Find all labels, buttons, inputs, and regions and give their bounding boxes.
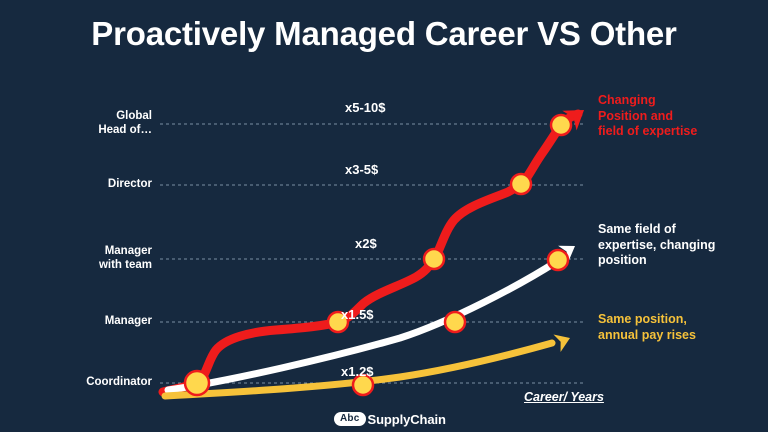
data-point-marker[interactable] xyxy=(351,373,375,397)
page-title: Proactively Managed Career VS Other xyxy=(91,15,677,52)
series-line xyxy=(161,339,556,400)
multiplier-label: x1.5$ xyxy=(341,307,374,322)
data-point-marker[interactable] xyxy=(546,248,570,272)
multiplier-label: x2$ xyxy=(355,236,377,251)
red-annotation: Changing Position and field of expertise xyxy=(598,93,698,138)
logo-mark: Abc xyxy=(334,412,366,426)
data-point-marker[interactable] xyxy=(443,310,467,334)
data-point-marker[interactable] xyxy=(422,247,446,271)
data-point-marker[interactable] xyxy=(183,369,211,397)
multiplier-label: x3-5$ xyxy=(345,162,379,177)
series-line xyxy=(164,258,560,394)
multiplier-label: x5-10$ xyxy=(345,100,386,115)
y-axis-label: Manager xyxy=(104,315,152,327)
x-axis-caption: Career/ Years xyxy=(524,390,604,404)
data-point-marker[interactable] xyxy=(549,113,573,137)
markers-layer xyxy=(183,113,573,397)
logo-wordmark: SupplyChain xyxy=(367,411,446,427)
series-layer xyxy=(158,109,584,400)
series-arrowhead xyxy=(562,110,584,131)
series-arrowhead xyxy=(553,334,570,353)
data-point-marker[interactable] xyxy=(509,172,533,196)
multiplier-label: x1.2$ xyxy=(341,364,374,379)
brand-logo: Abc SupplyChain xyxy=(334,411,446,427)
y-axis-label: Director xyxy=(107,178,152,190)
y-axis-label: Manager with team xyxy=(98,245,152,271)
y-axis-label: Coordinator xyxy=(86,376,152,388)
white-annotation: Same field of expertise, changing positi… xyxy=(598,222,716,267)
y-axis-label: Global Head of… xyxy=(98,110,152,136)
series-arrowhead xyxy=(558,245,575,262)
series-line xyxy=(158,109,583,397)
gold-annotation: Same position, annual pay rises xyxy=(598,312,696,342)
data-point-marker[interactable] xyxy=(326,310,350,334)
